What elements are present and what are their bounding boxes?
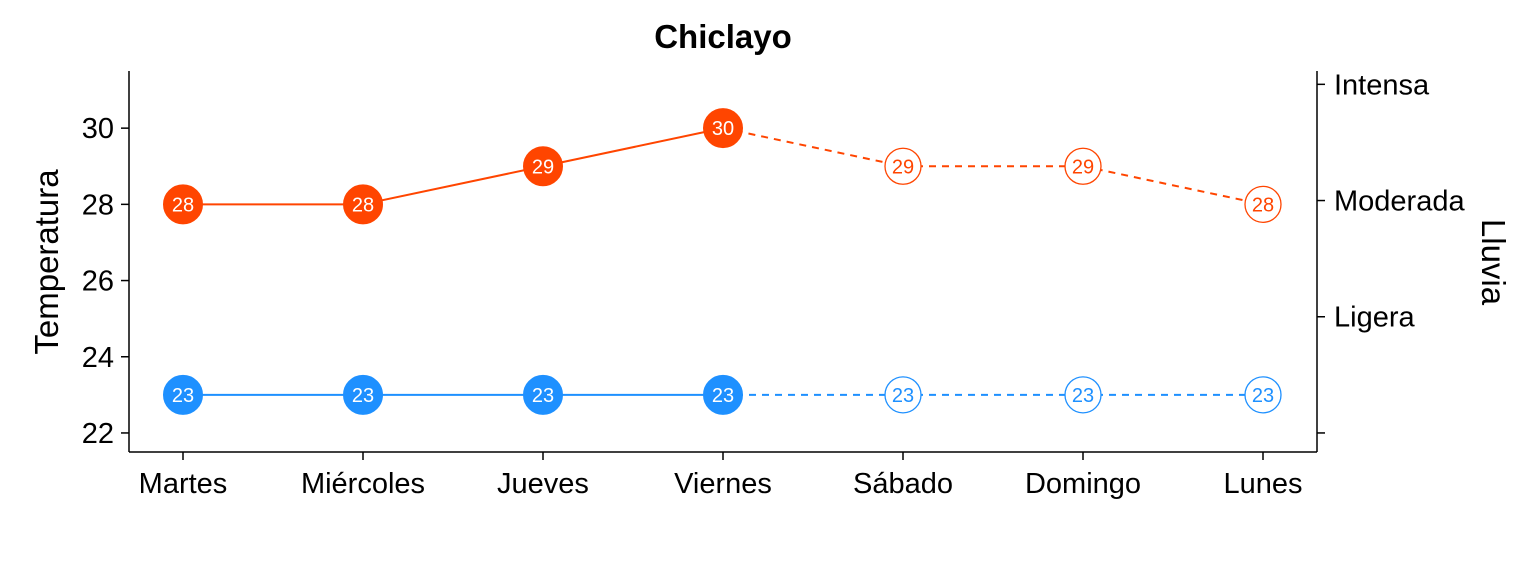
observed-point	[343, 374, 383, 415]
x-tick-label: Sábado	[853, 468, 953, 500]
y2-ticks: Ligera Moderada Intensa	[1317, 69, 1465, 434]
y2-axis-label: Lluvia	[1475, 219, 1512, 306]
series-1: 23 23 23 23 23 23 23	[163, 374, 1282, 415]
x-tick-label: Miércoles	[301, 468, 425, 500]
forecast-point	[884, 147, 922, 185]
series-0: 28 28 29 30 29 29 28	[163, 108, 1282, 225]
observed-point	[703, 374, 743, 415]
data-label: 23	[172, 385, 194, 407]
observed-point	[703, 108, 743, 149]
forecast-line-segment	[1082, 165, 1264, 206]
observed-point	[343, 184, 383, 225]
y-tick-label: 28	[82, 189, 114, 221]
data-label: 23	[1072, 385, 1094, 407]
data-label: 23	[532, 385, 554, 407]
forecast-line-segment	[722, 127, 904, 168]
observed-line-segment	[542, 127, 724, 168]
y-tick-label: 30	[82, 113, 114, 145]
observed-point	[163, 184, 203, 225]
data-label: 28	[172, 194, 194, 216]
x-tick-label: Viernes	[674, 468, 772, 500]
data-label: 29	[1072, 156, 1094, 178]
y-axis-label: Temperatura	[28, 169, 65, 355]
forecast-point	[1244, 376, 1282, 414]
x-tick-label: Domingo	[1025, 468, 1141, 500]
observed-point	[523, 146, 563, 187]
y-tick-label: 26	[82, 266, 114, 298]
chart-title: Chiclayo	[654, 18, 792, 55]
x-tick-label: Jueves	[497, 468, 589, 500]
y2-tick-label: Ligera	[1334, 302, 1415, 334]
y-tick-label: 24	[82, 342, 114, 374]
data-label: 23	[1252, 385, 1274, 407]
data-label: 30	[712, 118, 734, 140]
observed-line-segment	[362, 165, 544, 206]
x-tick-label: Lunes	[1223, 468, 1302, 500]
data-label: 23	[892, 385, 914, 407]
data-label: 29	[532, 156, 554, 178]
y-ticks: 22 24 26 28 30	[82, 113, 129, 450]
x-tick-label: Martes	[139, 468, 228, 500]
data-label: 23	[712, 385, 734, 407]
forecast-point	[1064, 147, 1102, 185]
y2-tick-label: Moderada	[1334, 186, 1465, 218]
data-label: 28	[352, 194, 374, 216]
data-label: 29	[892, 156, 914, 178]
forecast-point	[884, 376, 922, 414]
observed-point	[523, 374, 563, 415]
forecast-point	[1064, 376, 1102, 414]
data-label: 28	[1252, 194, 1274, 216]
data-label: 23	[352, 385, 374, 407]
forecast-point	[1244, 185, 1282, 224]
y2-tick-label: Intensa	[1334, 69, 1430, 101]
y-tick-label: 22	[82, 418, 114, 450]
x-ticks: Martes Miércoles Jueves Viernes Sábado Doming…	[139, 452, 1303, 500]
series-layer: 28 28 29 30 29 29 28 23 23 23 23 23 23 23	[163, 108, 1282, 415]
observed-point	[163, 374, 203, 415]
